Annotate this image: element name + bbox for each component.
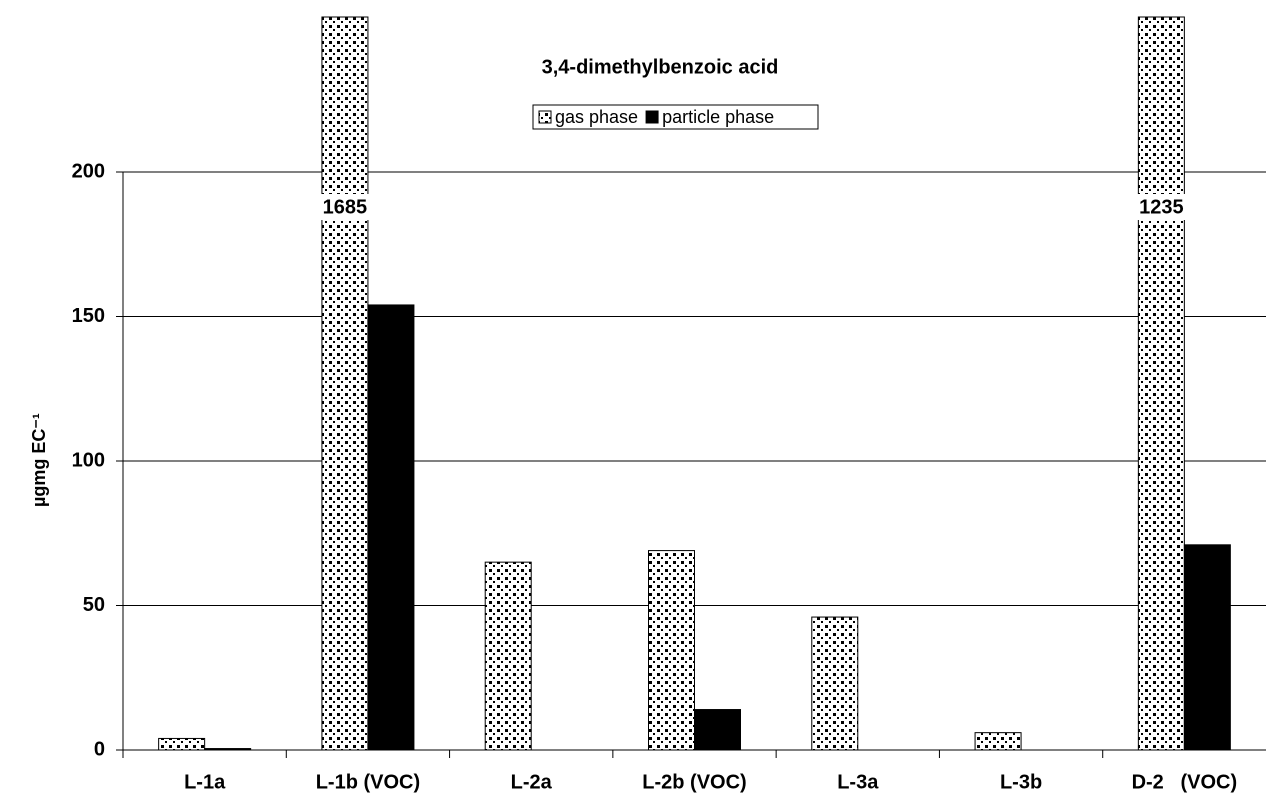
bar [811,616,859,751]
y-tick-label: 150 [72,305,105,327]
bar [367,304,415,751]
bar [484,561,532,751]
legend-swatch [538,110,552,124]
chart-title: 3,4-dimethylbenzoic acid [542,56,779,78]
bar [974,732,1022,751]
x-tick-label: L-1a [184,771,226,793]
bar-label-bg [1136,194,1187,220]
x-tick-label: L-2a [511,771,553,793]
x-tick-label: L-1b (VOC) [316,771,420,793]
x-tick-label: L-3b [1000,771,1042,793]
bar [648,550,695,751]
x-tick-label: D-2 (VOC) [1132,771,1238,793]
bar [158,737,206,751]
legend-label: gas phase [555,107,638,127]
bar-label-bg [319,194,370,220]
bar [1183,544,1231,751]
y-tick-label: 200 [72,160,105,182]
legend-box [532,104,819,130]
x-tick-label: L-2b (VOC) [642,771,746,793]
y-tick-label: 0 [94,738,105,760]
bar [694,709,741,751]
x-tick-label: L-3a [837,771,879,793]
legend-swatch [645,110,659,124]
bar [1137,16,1185,751]
bar [321,16,369,751]
y-tick-label: 100 [72,449,105,471]
legend-label: particle phase [662,107,774,127]
bar-label: 1235 [1139,196,1184,218]
y-tick-label: 50 [83,594,105,616]
y-axis-label: µgmg EC⁻¹ [29,413,49,507]
bar-label: 1685 [323,196,368,218]
